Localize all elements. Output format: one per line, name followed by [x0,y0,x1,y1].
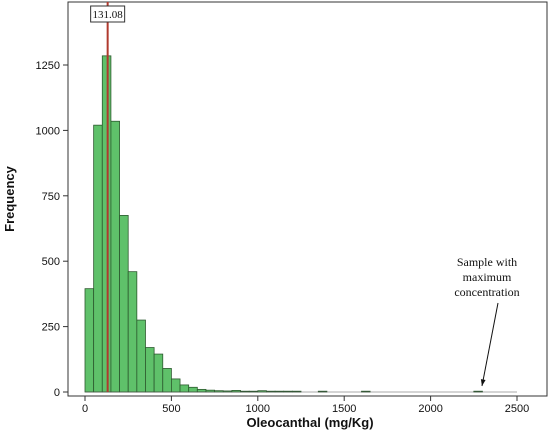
x-axis-title: Oleocanthal (mg/Kg) [246,415,373,430]
x-tick-label: 2000 [418,403,442,415]
histogram-bar [196,388,207,393]
x-tick-label: 2500 [505,403,529,415]
y-tick-label: 1000 [36,125,60,137]
annotation-arrow-line [481,302,499,387]
mean-label: 131.08 [93,9,124,21]
histogram-bar [136,319,146,393]
histogram-bar [110,120,120,393]
histogram-bar [188,386,198,393]
mean-label-box [90,5,126,23]
x-tick-label: 1000 [246,403,270,415]
y-tick-label: 750 [42,191,60,203]
x-axis: 0 500 1000 1500 2000 2500 [82,396,529,415]
y-tick-label: 0 [54,387,60,399]
histogram-bar [162,368,172,393]
annotation-arrow-head [480,379,486,386]
plot-frame [67,1,548,397]
histogram-bar [179,384,190,393]
annotation-line: maximum [463,270,512,284]
y-axis: 0 250 500 750 1000 1250 [36,60,68,399]
histogram-bar [101,55,112,393]
histogram-bars [84,55,517,393]
histogram-bar [170,378,181,393]
x-tick-label: 500 [162,403,180,415]
y-tick-label: 250 [42,322,60,334]
y-axis-title: Frequency [2,165,17,232]
histogram-bar [119,215,129,393]
histogram-bar [93,124,103,393]
histogram-bar [127,271,138,393]
y-tick-label: 500 [42,256,60,268]
histogram-bar [145,347,155,393]
x-tick-label: 1500 [332,403,356,415]
x-tick-label: 0 [82,403,88,415]
mean-reference: 131.08 [90,2,126,392]
annotation-line: Sample with [457,255,517,269]
y-tick-label: 1250 [36,60,60,72]
annotation-line: concentration [454,285,519,299]
histogram-bar [84,288,95,393]
histogram-bar [153,353,164,393]
